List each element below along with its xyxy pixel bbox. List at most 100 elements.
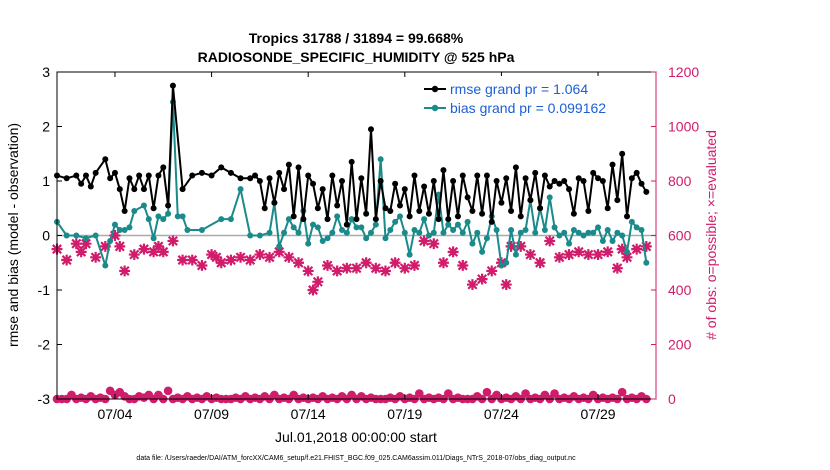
rmse-point [295, 164, 302, 171]
rmse-point [155, 172, 162, 179]
y-tick-label-right: 1200 [668, 64, 699, 80]
rmse-point [459, 172, 466, 179]
bias-point [343, 229, 350, 236]
rmse-series [54, 82, 650, 228]
rmse-point [372, 216, 379, 223]
bias-point [585, 229, 592, 236]
bias-point [401, 229, 408, 236]
rmse-point [111, 169, 118, 176]
bias-point [624, 248, 631, 255]
bias-point [305, 240, 312, 247]
obs-evaluated-point [215, 257, 227, 269]
rmse-point [218, 164, 225, 171]
x-tick-label: 07/09 [194, 406, 229, 422]
bias-point [628, 218, 635, 225]
obs-evaluated-point [621, 251, 633, 263]
rmse-point [493, 178, 500, 184]
obs-evaluated-point [380, 265, 391, 277]
bias-point [411, 227, 418, 234]
obs-evaluated-point [70, 238, 82, 250]
rmse-point [430, 178, 437, 184]
y-tick-label-right: 200 [668, 337, 692, 353]
bias-point [126, 224, 133, 231]
bias-point [387, 227, 394, 234]
rmse-point [551, 178, 558, 184]
obs-evaluated-point [273, 246, 285, 258]
obs-evaluated-point [235, 251, 247, 263]
rmse-point [619, 150, 626, 157]
y-tick-label-right: 800 [668, 173, 692, 189]
rmse-point [310, 180, 317, 187]
obs-evaluated-point [351, 262, 362, 274]
obs-evaluated-point [312, 276, 324, 288]
bias-point [329, 229, 336, 236]
bias-point [459, 229, 466, 236]
bias-point [102, 262, 109, 269]
rmse-point [469, 207, 476, 214]
bias-point [580, 232, 587, 239]
bias-point [483, 235, 490, 242]
obs-evaluated-point [573, 246, 585, 258]
y-tick-label-left: 3 [42, 64, 50, 80]
rmse-point [324, 216, 331, 223]
bias-point [512, 251, 519, 258]
bias-point [445, 221, 452, 228]
rmse-point [261, 205, 268, 212]
rmse-point [198, 169, 205, 176]
rmse-point [358, 175, 365, 182]
rmse-point [532, 169, 539, 176]
bias-point [290, 224, 297, 231]
rmse-point [406, 213, 413, 220]
rmse-point [537, 205, 544, 212]
chart-subtitle: RADIOSONDE_SPECIFIC_HUMIDITY @ 525 hPa [198, 49, 515, 65]
rmse-point [334, 202, 341, 209]
bias-point [503, 259, 510, 266]
bias-point [546, 194, 553, 201]
rmse-point [580, 178, 587, 184]
rmse-point [450, 178, 457, 184]
bias-point [372, 221, 379, 228]
bias-point [237, 186, 244, 193]
bias-point [276, 243, 283, 250]
bias-point [469, 240, 476, 247]
rmse-point [276, 169, 283, 176]
y-tick-label-left: 0 [42, 228, 50, 244]
obs-evaluated-point [616, 243, 628, 255]
bias-point [450, 227, 457, 234]
rmse-point [102, 156, 109, 163]
rmse-point [609, 161, 616, 168]
x-tick-label: 07/14 [291, 406, 326, 422]
obs-evaluated-point [119, 265, 131, 277]
rmse-point [121, 207, 128, 214]
bias-point [599, 237, 606, 244]
obs-evaluated-point [500, 279, 512, 291]
y-axis-label-right: # of obs: o=possible; ×=evaluated [703, 130, 719, 340]
obs-evaluated-point [437, 257, 449, 269]
obs-evaluated-point [582, 249, 594, 261]
rmse-point [546, 183, 553, 190]
obs-evaluated-point [611, 262, 623, 274]
bias-point [570, 227, 577, 234]
bias-point [421, 216, 428, 223]
rmse-point [145, 172, 152, 179]
y-tick-label-left: -1 [38, 282, 51, 298]
bias-point [92, 232, 99, 239]
bias-point [590, 229, 597, 236]
y-axis-right: 0 200 400 600 800 1000 1200 [651, 64, 699, 407]
obs-evaluated-point [99, 240, 111, 252]
obs-evaluated-point [640, 240, 652, 252]
bias-point [566, 240, 573, 247]
obs-evaluated-point [534, 257, 546, 269]
bias-point [266, 229, 273, 236]
rmse-point [624, 213, 631, 220]
y-axis-left: -3 -2 -1 0 1 2 3 [38, 64, 62, 407]
rmse-point [483, 172, 490, 179]
bias-point [609, 237, 616, 244]
rmse-point [169, 82, 176, 89]
rmse-point [73, 172, 80, 179]
bias-point [619, 232, 626, 239]
rmse-point [595, 175, 602, 182]
rmse-point [396, 202, 403, 209]
rmse-point [435, 216, 442, 223]
bias-point [295, 229, 302, 236]
